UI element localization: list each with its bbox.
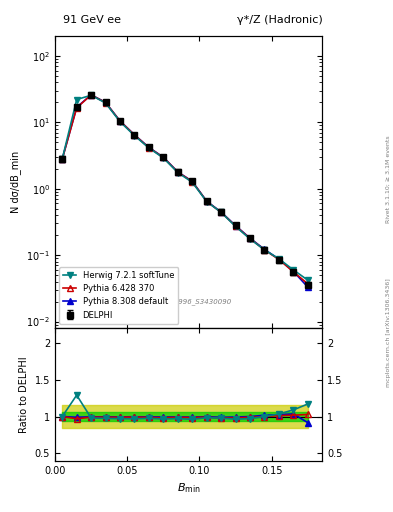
Pythia 8.308 default bbox=[233, 223, 238, 229]
Pythia 6.428 370 bbox=[74, 105, 79, 111]
Herwig 7.2.1 softTune bbox=[233, 223, 238, 229]
X-axis label: $B_{\rm min}$: $B_{\rm min}$ bbox=[177, 481, 200, 495]
Pythia 6.428 370 bbox=[233, 223, 238, 229]
Pythia 8.308 default bbox=[190, 178, 195, 184]
Pythia 8.308 default bbox=[161, 154, 166, 160]
Herwig 7.2.1 softTune bbox=[248, 236, 252, 242]
Y-axis label: N dσ/dB_min: N dσ/dB_min bbox=[10, 151, 21, 213]
Herwig 7.2.1 softTune bbox=[161, 155, 166, 161]
Pythia 8.308 default bbox=[248, 235, 252, 241]
Pythia 6.428 370 bbox=[204, 198, 209, 204]
Text: DELPHI_1996_S3430090: DELPHI_1996_S3430090 bbox=[145, 298, 232, 305]
Pythia 8.308 default bbox=[219, 209, 224, 215]
Herwig 7.2.1 softTune bbox=[74, 96, 79, 102]
Herwig 7.2.1 softTune bbox=[118, 119, 122, 125]
Text: mcplots.cern.ch [arXiv:1306.3436]: mcplots.cern.ch [arXiv:1306.3436] bbox=[386, 279, 391, 387]
Pythia 6.428 370 bbox=[60, 156, 64, 162]
Herwig 7.2.1 softTune bbox=[277, 256, 281, 262]
Pythia 6.428 370 bbox=[248, 236, 252, 242]
Legend: Herwig 7.2.1 softTune, Pythia 6.428 370, Pythia 8.308 default, DELPHI: Herwig 7.2.1 softTune, Pythia 6.428 370,… bbox=[59, 267, 178, 324]
Pythia 8.308 default bbox=[103, 99, 108, 105]
Pythia 8.308 default bbox=[74, 104, 79, 111]
Pythia 8.308 default bbox=[132, 132, 137, 138]
Pythia 6.428 370 bbox=[262, 247, 267, 253]
Pythia 8.308 default bbox=[175, 169, 180, 175]
Pythia 8.308 default bbox=[277, 256, 281, 262]
Pythia 6.428 370 bbox=[103, 99, 108, 105]
Pythia 8.308 default bbox=[147, 144, 151, 151]
Line: Herwig 7.2.1 softTune: Herwig 7.2.1 softTune bbox=[59, 93, 310, 283]
Text: γ*/Z (Hadronic): γ*/Z (Hadronic) bbox=[237, 15, 322, 25]
Pythia 8.308 default bbox=[204, 198, 209, 204]
Herwig 7.2.1 softTune bbox=[204, 199, 209, 205]
Herwig 7.2.1 softTune bbox=[103, 100, 108, 106]
Herwig 7.2.1 softTune bbox=[305, 277, 310, 283]
Pythia 6.428 370 bbox=[161, 155, 166, 161]
Pythia 6.428 370 bbox=[219, 209, 224, 216]
Text: Rivet 3.1.10; ≥ 3.1M events: Rivet 3.1.10; ≥ 3.1M events bbox=[386, 135, 391, 223]
Herwig 7.2.1 softTune bbox=[262, 247, 267, 253]
Pythia 8.308 default bbox=[118, 118, 122, 124]
Pythia 8.308 default bbox=[305, 284, 310, 290]
Pythia 6.428 370 bbox=[132, 132, 137, 138]
Pythia 6.428 370 bbox=[305, 281, 310, 287]
Herwig 7.2.1 softTune bbox=[175, 169, 180, 176]
Pythia 6.428 370 bbox=[118, 118, 122, 124]
Pythia 6.428 370 bbox=[147, 144, 151, 151]
Herwig 7.2.1 softTune bbox=[219, 209, 224, 216]
Herwig 7.2.1 softTune bbox=[60, 156, 64, 162]
Herwig 7.2.1 softTune bbox=[291, 267, 296, 273]
Herwig 7.2.1 softTune bbox=[132, 133, 137, 139]
Text: 91 GeV ee: 91 GeV ee bbox=[63, 15, 121, 25]
Pythia 8.308 default bbox=[291, 268, 296, 274]
Line: Pythia 6.428 370: Pythia 6.428 370 bbox=[59, 92, 310, 287]
Pythia 8.308 default bbox=[262, 246, 267, 252]
Pythia 8.308 default bbox=[60, 156, 64, 162]
Pythia 6.428 370 bbox=[291, 269, 296, 275]
Pythia 6.428 370 bbox=[175, 169, 180, 175]
Herwig 7.2.1 softTune bbox=[190, 179, 195, 185]
Herwig 7.2.1 softTune bbox=[89, 92, 94, 98]
Herwig 7.2.1 softTune bbox=[147, 145, 151, 151]
Pythia 8.308 default bbox=[89, 92, 94, 98]
Y-axis label: Ratio to DELPHI: Ratio to DELPHI bbox=[19, 356, 29, 433]
Line: Pythia 8.308 default: Pythia 8.308 default bbox=[59, 92, 310, 290]
Pythia 6.428 370 bbox=[190, 179, 195, 185]
Pythia 6.428 370 bbox=[277, 257, 281, 263]
Pythia 6.428 370 bbox=[89, 92, 94, 98]
